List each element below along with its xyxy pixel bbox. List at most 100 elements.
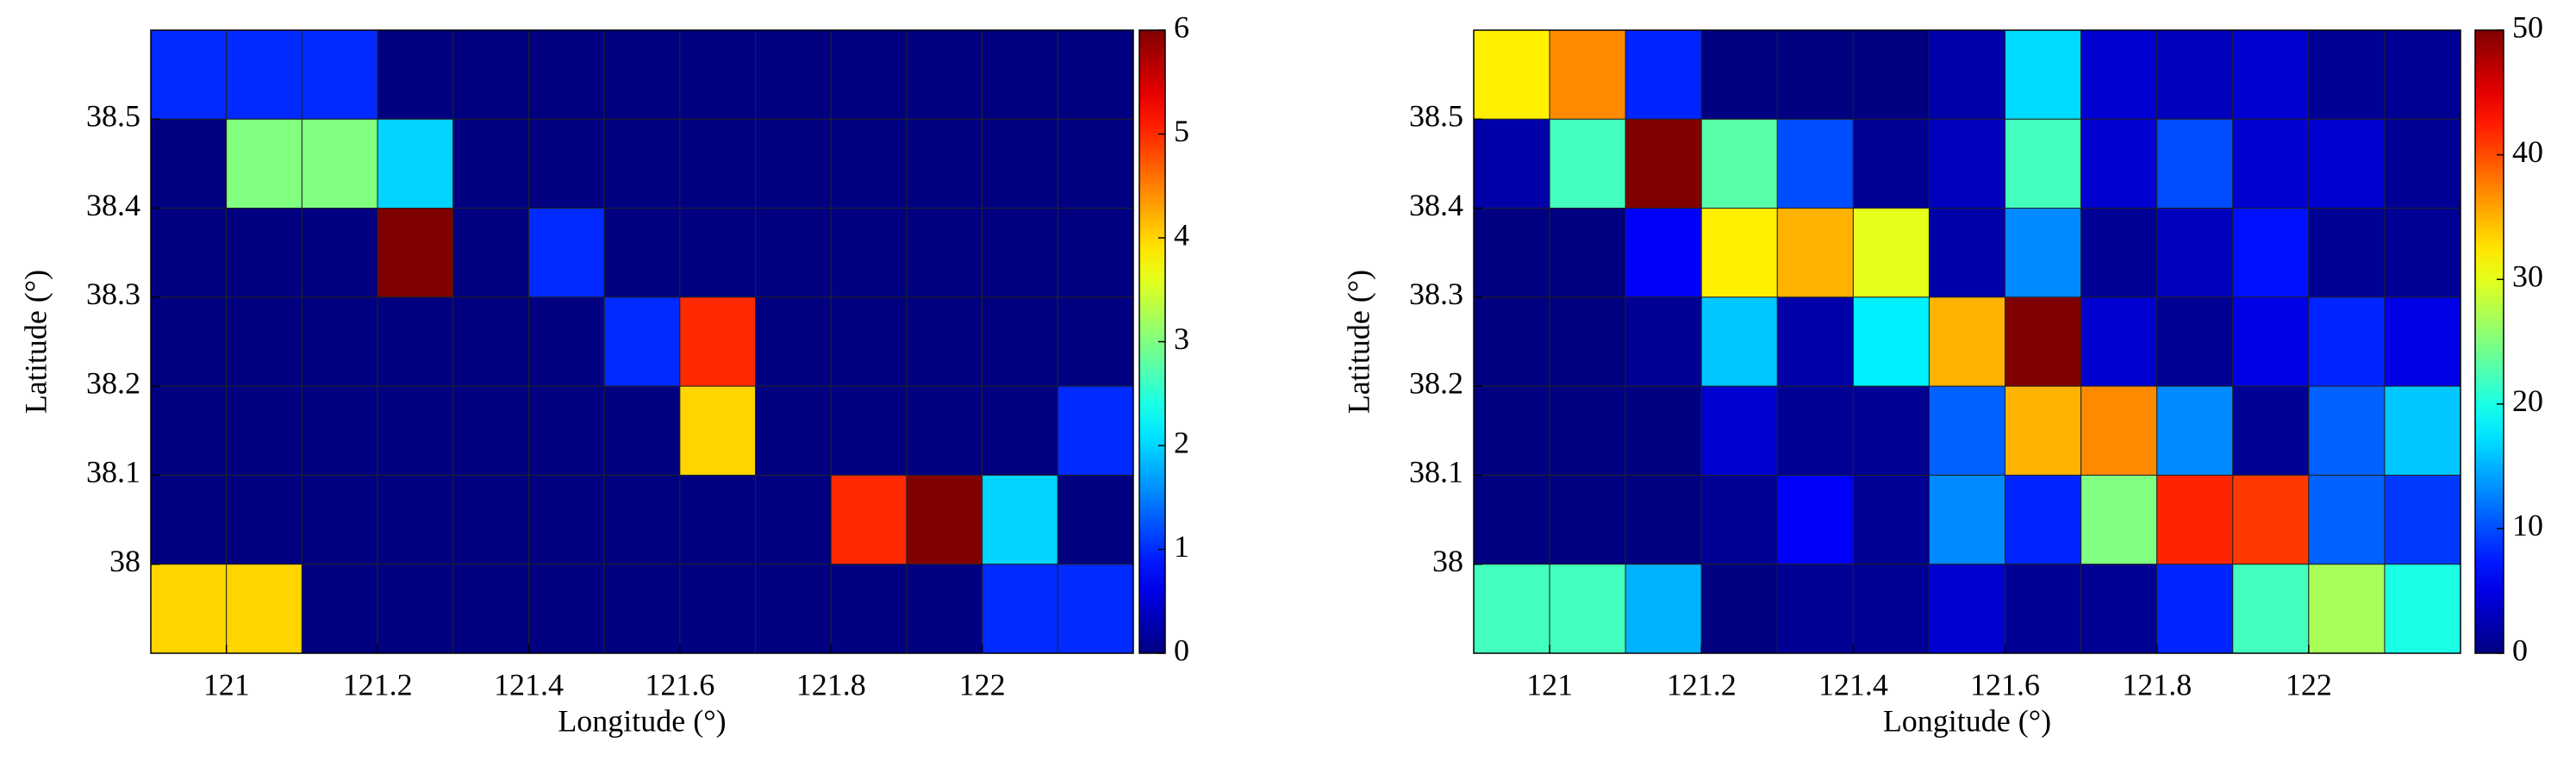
heat-cell — [1852, 296, 1930, 387]
colorbar-tick-label: 1 — [1174, 529, 1189, 564]
y-tick-label: 38.3 — [1409, 277, 1463, 311]
heat-cell — [2005, 385, 2082, 476]
heat-cell — [1852, 29, 1930, 120]
heat-cell — [527, 296, 605, 387]
heat-cell — [906, 296, 983, 387]
heat-cell — [1700, 474, 1778, 565]
heat-cell — [830, 29, 908, 120]
heat-cell — [377, 474, 454, 565]
heat-cell — [1057, 564, 1134, 654]
heat-cell — [452, 474, 529, 565]
heat-cell — [2308, 474, 2386, 565]
colorbar-tick-label: 0 — [1174, 633, 1189, 667]
colorbar-tick-label: 0 — [2512, 633, 2528, 667]
heat-cell — [452, 296, 529, 387]
heat-cell — [906, 474, 983, 565]
heat-cell — [150, 474, 228, 565]
heat-cell — [2156, 564, 2234, 654]
heat-cell — [2080, 118, 2158, 209]
heat-cell — [1473, 385, 1550, 476]
heat-cell — [226, 385, 303, 476]
heat-cell — [2308, 29, 2386, 120]
heat-cell — [982, 208, 1058, 298]
heat-cell — [2156, 118, 2234, 209]
heat-cell — [830, 208, 908, 298]
heat-cell — [830, 564, 908, 654]
heat-cell — [1057, 29, 1134, 120]
heat-cell — [679, 29, 757, 120]
heat-cell — [1700, 296, 1778, 387]
heat-cell — [1852, 474, 1930, 565]
heat-cell — [2156, 208, 2234, 298]
heat-cell — [2384, 208, 2461, 298]
heat-cell — [1625, 29, 1702, 120]
heat-cell — [1852, 564, 1930, 654]
heat-cell — [603, 208, 681, 298]
heat-cell — [452, 564, 529, 654]
heat-cell — [1057, 296, 1134, 387]
heat-cell — [1549, 564, 1626, 654]
heat-cell — [1473, 29, 1550, 120]
x-tick-label: 121.6 — [1970, 667, 2040, 702]
y-tick-label: 38.1 — [1409, 455, 1463, 490]
heat-cell — [377, 564, 454, 654]
y-tick-label: 38.4 — [1409, 188, 1463, 222]
heat-cell — [1625, 474, 1702, 565]
heat-cell — [2156, 385, 2234, 476]
heat-cell — [603, 118, 681, 209]
heat-cell — [452, 208, 529, 298]
heat-cell — [830, 296, 908, 387]
y-tick-label: 38.3 — [86, 277, 140, 311]
heat-cell — [982, 474, 1058, 565]
heat-cell — [755, 208, 832, 298]
heat-cell — [150, 29, 228, 120]
heat-cell — [679, 385, 757, 476]
heat-cell — [1549, 296, 1626, 387]
heat-cell — [2080, 474, 2158, 565]
colorbar-tick-label: 5 — [1174, 114, 1189, 148]
heat-cell — [1776, 385, 1854, 476]
heat-cell — [679, 118, 757, 209]
x-tick-label: 121.4 — [494, 667, 564, 702]
heat-cell — [2005, 296, 2082, 387]
heat-cell — [1549, 385, 1626, 476]
y-tick-label: 38 — [109, 544, 140, 578]
colorbar-tick-label: 6 — [1174, 9, 1189, 44]
heat-cell — [1928, 296, 2006, 387]
heat-cell — [906, 208, 983, 298]
heat-cell — [226, 564, 303, 654]
heat-cell — [1928, 564, 2006, 654]
heat-cell — [150, 385, 228, 476]
heat-cell — [906, 564, 983, 654]
heat-cell — [377, 29, 454, 120]
heat-cell — [2232, 385, 2310, 476]
heat-cell — [2005, 208, 2082, 298]
heat-cell — [226, 474, 303, 565]
heat-cell — [2232, 29, 2310, 120]
heat-cell — [982, 118, 1058, 209]
heat-cell — [1776, 564, 1854, 654]
x-tick-label: 121.2 — [343, 667, 413, 702]
heat-cell — [1549, 474, 1626, 565]
x-tick-label: 122 — [959, 667, 1006, 702]
heat-cell — [452, 118, 529, 209]
heat-cell — [679, 564, 757, 654]
heat-cell — [906, 385, 983, 476]
heat-cell — [2308, 208, 2386, 298]
heat-cell — [150, 296, 228, 387]
heat-cell — [2308, 385, 2386, 476]
heat-cell — [603, 385, 681, 476]
heat-cell — [1852, 118, 1930, 209]
heat-cell — [2384, 29, 2461, 120]
heat-cell — [830, 385, 908, 476]
x-tick-label: 121.8 — [2122, 667, 2192, 702]
heat-cell — [2384, 385, 2461, 476]
y-axis-label: Latitude (°) — [18, 270, 53, 414]
heat-cell — [226, 296, 303, 387]
heat-cell — [1700, 208, 1778, 298]
heat-cell — [527, 208, 605, 298]
colorbar-tick-label: 2 — [1174, 425, 1189, 459]
heat-cell — [1776, 29, 1854, 120]
x-tick-label: 121 — [203, 667, 250, 702]
heat-cell — [2156, 29, 2234, 120]
